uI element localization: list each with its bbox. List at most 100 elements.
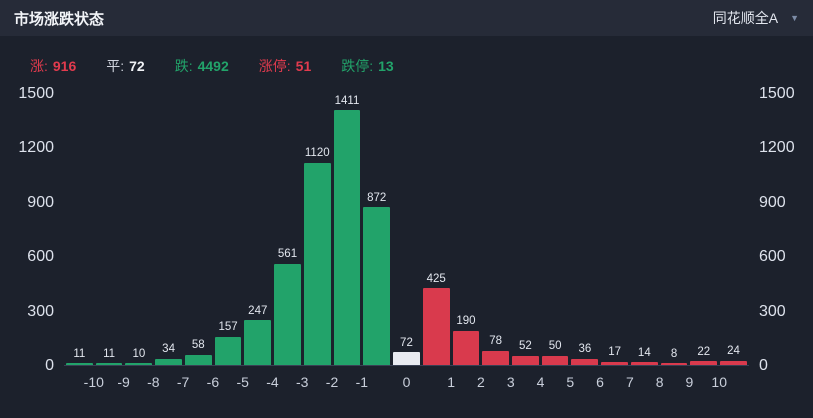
bar-column[interactable]: 1120 xyxy=(303,94,331,365)
bar-column[interactable]: 157 xyxy=(214,94,242,365)
x-tick-label: -2 xyxy=(325,374,339,390)
bar-up[interactable] xyxy=(630,362,658,365)
y-tick-label: 0 xyxy=(45,357,54,374)
y-tick-label: 900 xyxy=(27,193,54,211)
bar-column[interactable]: 24 xyxy=(720,94,747,365)
updown-histogram: 0 300 600 900 1200 1500 11 11 10 34 58 157 247 561 11… xyxy=(0,85,813,394)
bar-value-label: 8 xyxy=(670,347,678,360)
x-tick-label: 5 xyxy=(566,374,575,390)
x-tick-label: -9 xyxy=(117,374,130,390)
bar-up[interactable] xyxy=(571,358,599,365)
y-axis-right: 0 300 600 900 1200 1500 xyxy=(749,85,809,374)
bar-column[interactable]: 11 xyxy=(95,94,123,365)
bar-column[interactable]: 8 xyxy=(660,94,688,365)
bar-value-label: 872 xyxy=(367,191,387,204)
x-tick-label: 2 xyxy=(477,374,485,390)
bar-value-label: 1411 xyxy=(334,94,360,107)
stat-label: 平: xyxy=(106,58,125,74)
bar-up[interactable] xyxy=(541,355,569,365)
x-tick-label: 7 xyxy=(625,374,634,390)
bar-down[interactable] xyxy=(303,162,331,365)
x-tick-label: 8 xyxy=(655,374,664,390)
bar-down[interactable] xyxy=(333,110,361,365)
stat-value: 51 xyxy=(295,58,312,74)
bar-column[interactable]: 50 xyxy=(541,94,569,365)
stat-up: 涨: 916 xyxy=(30,56,76,76)
bar-down[interactable] xyxy=(155,358,182,365)
y-tick-label: 1500 xyxy=(18,85,54,102)
bar-value-label: 157 xyxy=(218,321,238,334)
bar-column[interactable]: 22 xyxy=(690,94,718,365)
stat-flat: 平: 72 xyxy=(106,56,144,76)
bar-up[interactable] xyxy=(482,350,510,365)
bar-value-label: 14 xyxy=(637,346,651,359)
plot-area: 11 11 10 34 58 157 247 561 1120 1411 872 72 425 190 78… xyxy=(64,94,749,366)
bar-flat[interactable] xyxy=(393,352,420,365)
stats-bar: 涨: 916 平: 72 跌: 4492 涨停: 51 跌停: 13 xyxy=(30,56,813,76)
bar-down[interactable] xyxy=(274,263,301,365)
panel-title: 市场涨跌状态 xyxy=(14,10,105,28)
bar-value-label: 247 xyxy=(248,304,268,317)
bar-column[interactable]: 52 xyxy=(512,94,539,365)
bar-value-label: 36 xyxy=(578,343,592,355)
bar-value-label: 17 xyxy=(608,346,621,359)
x-tick-label: -1 xyxy=(355,374,369,390)
bar-down[interactable] xyxy=(66,363,93,365)
bar-down[interactable] xyxy=(125,363,153,365)
bar-column[interactable]: 36 xyxy=(571,94,599,365)
bar-value-label: 190 xyxy=(456,315,476,328)
x-tick-label: -5 xyxy=(236,374,249,390)
bar-column[interactable]: 1411 xyxy=(333,94,361,365)
index-selector[interactable]: 同花顺全A ▼ xyxy=(713,8,799,28)
bar-value-label: 52 xyxy=(518,340,532,353)
x-tick-label: -8 xyxy=(147,374,160,390)
bar-column[interactable]: 11 xyxy=(66,94,93,365)
bar-up[interactable] xyxy=(601,361,628,365)
bar-value-label: 425 xyxy=(426,272,446,285)
bar-column[interactable]: 34 xyxy=(155,94,182,365)
bar-column[interactable]: 561 xyxy=(274,94,301,365)
stat-value: 4492 xyxy=(197,58,229,74)
bar-up[interactable] xyxy=(452,330,480,365)
bar-column[interactable]: 190 xyxy=(452,94,480,365)
bar-down[interactable] xyxy=(363,207,391,365)
bar-column[interactable]: 58 xyxy=(184,94,212,365)
bar-down[interactable] xyxy=(214,336,242,365)
stat-label: 涨停: xyxy=(258,58,291,74)
x-axis: -10 -9 -8 -7 -6 -5 -4 -3 -2 -1 0 1 2 3 4 5 6 7 8 9 10 xyxy=(64,366,749,394)
bar-up[interactable] xyxy=(660,363,688,365)
bar-column[interactable]: 78 xyxy=(482,94,510,365)
bar-column[interactable]: 14 xyxy=(630,94,658,365)
bar-value-label: 72 xyxy=(400,336,413,349)
x-tick-label: 4 xyxy=(536,374,545,390)
x-tick-label: 3 xyxy=(506,374,515,390)
y-tick-label: 300 xyxy=(27,302,54,320)
bar-down[interactable] xyxy=(244,320,272,365)
bar-value-label: 24 xyxy=(727,345,740,358)
x-tick-label: -6 xyxy=(206,374,220,390)
bar-column[interactable]: 247 xyxy=(244,94,272,365)
stat-value: 916 xyxy=(52,58,77,74)
header: 市场涨跌状态 同花顺全A ▼ xyxy=(0,0,813,36)
bar-up[interactable] xyxy=(690,361,718,365)
bar-column[interactable]: 425 xyxy=(422,94,450,365)
bar-column[interactable]: 72 xyxy=(393,94,420,365)
bar-up[interactable] xyxy=(512,355,539,365)
y-tick-label: 600 xyxy=(759,248,786,266)
bar-value-label: 11 xyxy=(73,347,86,360)
bar-up[interactable] xyxy=(422,288,450,365)
y-tick-label: 900 xyxy=(759,193,786,211)
stat-label: 跌停: xyxy=(341,58,374,74)
bar-value-label: 34 xyxy=(162,343,175,356)
bar-value-label: 1120 xyxy=(304,147,330,160)
bar-column[interactable]: 17 xyxy=(601,94,628,365)
y-tick-label: 600 xyxy=(27,248,54,266)
bar-down[interactable] xyxy=(95,363,123,365)
bar-column[interactable]: 872 xyxy=(363,94,391,365)
x-tick-label: -10 xyxy=(83,374,104,390)
bar-value-label: 10 xyxy=(132,347,146,360)
bar-up[interactable] xyxy=(720,360,747,365)
bar-column[interactable]: 10 xyxy=(125,94,153,365)
bar-down[interactable] xyxy=(184,354,212,365)
